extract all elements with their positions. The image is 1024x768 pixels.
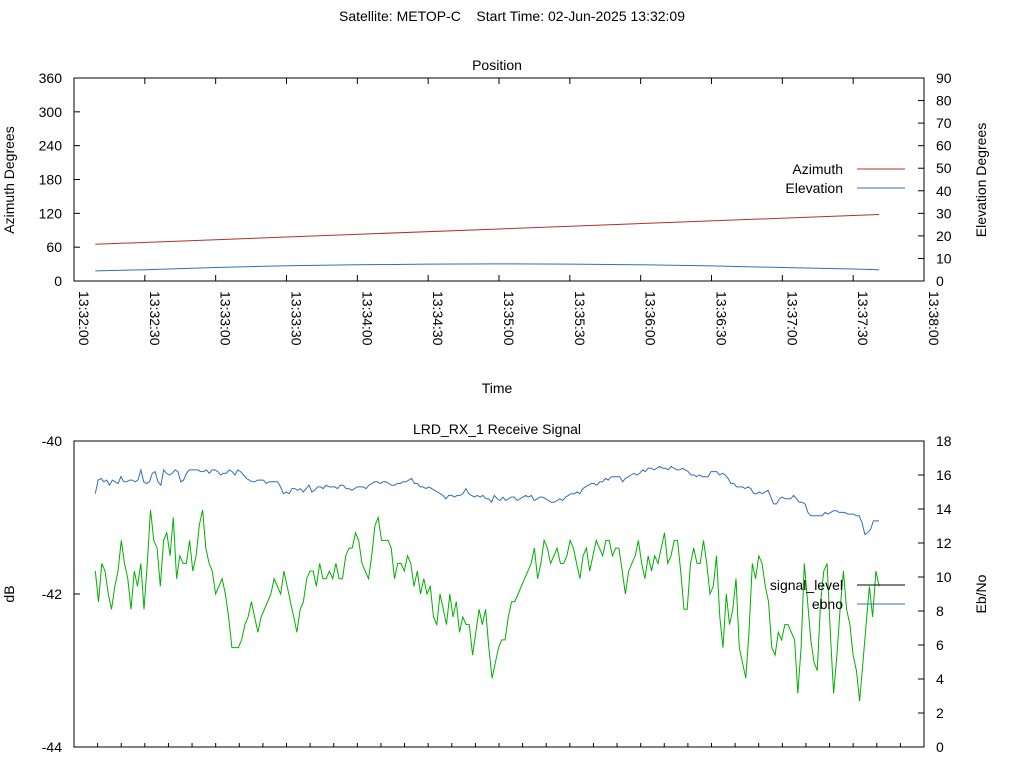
position-xtick-label: 13:35:30 — [572, 291, 588, 346]
position-y2tick-label: 0 — [936, 273, 944, 289]
elevation-line — [95, 263, 880, 272]
position-xtick-label: 13:34:30 — [430, 291, 446, 346]
signal-ylabel: dB — [1, 585, 17, 602]
ebno-line — [94, 465, 880, 536]
signal-y2tick-label: 14 — [936, 501, 952, 517]
position-ytick-label: 0 — [54, 273, 62, 289]
signal-y2tick-label: 10 — [936, 569, 952, 585]
position-ytick-label: 300 — [39, 104, 63, 120]
signal-legend: signal_level ebno — [770, 577, 905, 612]
signal-plot-frame — [73, 440, 925, 748]
position-legend: Azimuth Elevation — [785, 161, 905, 196]
position-ytick-label: 240 — [39, 138, 63, 154]
legend-ebno-label: ebno — [812, 596, 843, 612]
signal-y2tick-label: 6 — [936, 637, 944, 653]
position-xtick-label: 13:35:00 — [501, 291, 517, 346]
signal-ytick-label: -42 — [42, 586, 62, 602]
signal-ytick-label: -40 — [42, 433, 62, 449]
signal-y2tick-label: 8 — [936, 603, 944, 619]
position-y2tick-label: 20 — [936, 228, 952, 244]
position-xtick-label: 13:33:30 — [289, 291, 305, 346]
position-xtick-label: 13:36:30 — [714, 291, 730, 346]
signal-chart: LRD_RX_1 Receive Signal -44 -42 -40 0 2 4 6 8 10… — [1, 421, 989, 755]
position-series — [95, 214, 880, 272]
position-y2tick-label: 10 — [936, 250, 952, 266]
signal-y2tick-label: 2 — [936, 705, 944, 721]
signal-title: LRD_RX_1 Receive Signal — [413, 421, 581, 437]
position-ytick-label: 180 — [39, 172, 63, 188]
page-title: Satellite: METOP-C Start Time: 02-Jun-20… — [338, 8, 685, 24]
position-y2tick-label: 40 — [936, 183, 952, 199]
green-signal-line — [94, 509, 880, 702]
position-y2tick-label: 80 — [936, 93, 952, 109]
legend-azimuth-label: Azimuth — [792, 161, 843, 177]
azimuth-line — [95, 214, 880, 245]
position-xtick-label: 13:33:00 — [218, 291, 234, 346]
signal-y2tick-label: 12 — [936, 535, 952, 551]
position-chart: Position 0 60 120 180 240 300 360 0 10 20 30 40 50 60… — [1, 57, 989, 396]
position-xtick-label: 13:34:00 — [359, 291, 375, 346]
position-y2tick-label: 30 — [936, 205, 952, 221]
position-y2tick-label: 70 — [936, 115, 952, 131]
position-xtick-label: 13:38:00 — [926, 291, 942, 346]
legend-elevation-label: Elevation — [785, 180, 843, 196]
signal-y2tick-label: 18 — [936, 433, 952, 449]
position-y2tick-label: 90 — [936, 70, 952, 86]
position-axes: 0 60 120 180 240 300 360 0 10 20 30 40 50 60 70 80 90 13:… — [39, 70, 952, 346]
position-xtick-label: 13:32:30 — [147, 291, 163, 346]
position-y2tick-label: 50 — [936, 160, 952, 176]
position-y2tick-label: 60 — [936, 138, 952, 154]
position-xlabel: Time — [482, 380, 513, 396]
position-ytick-label: 360 — [39, 70, 63, 86]
position-xtick-label: 13:37:00 — [784, 291, 800, 346]
signal-y2tick-label: 0 — [936, 739, 944, 755]
position-xtick-label: 13:37:30 — [855, 291, 871, 346]
position-xtick-label: 13:36:00 — [643, 291, 659, 346]
signal-series — [94, 465, 880, 702]
signal-y2tick-label: 4 — [936, 671, 944, 687]
signal-y2tick-label: 16 — [936, 467, 952, 483]
position-ytick-label: 60 — [46, 239, 62, 255]
legend-signal-level-label: signal_level — [770, 577, 843, 593]
signal-y2label: Eb/No — [973, 574, 989, 613]
position-ytick-label: 120 — [39, 205, 63, 221]
position-y2label: Elevation Degrees — [973, 123, 989, 237]
position-title: Position — [472, 57, 522, 73]
position-ylabel: Azimuth Degrees — [1, 126, 17, 233]
signal-ytick-label: -44 — [42, 739, 62, 755]
signal-axes: -44 -42 -40 0 2 4 6 8 10 12 14 16 18 — [42, 433, 952, 755]
position-xtick-label: 13:32:00 — [76, 291, 92, 346]
